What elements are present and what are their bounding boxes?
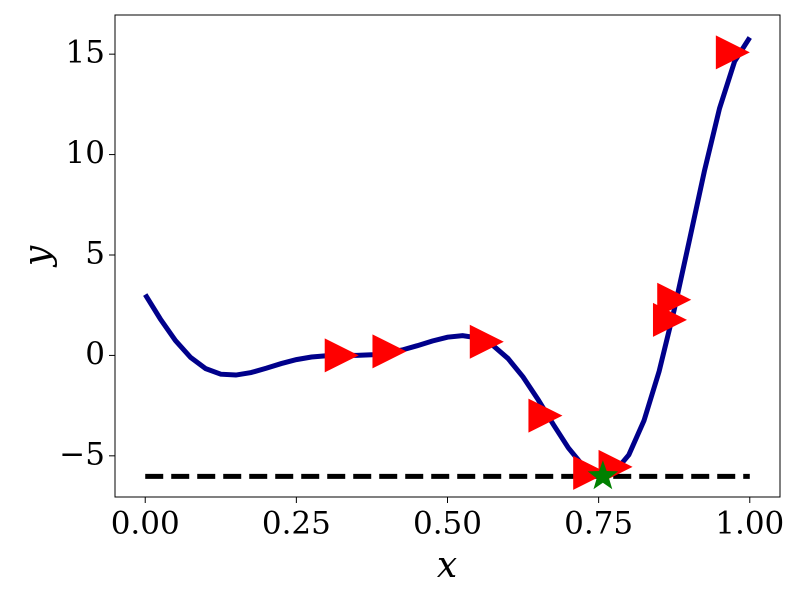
plot-frame [114,14,781,498]
x-tick-label: 1.00 [715,506,784,542]
y-axis-label: y [17,245,58,268]
curve [143,36,752,479]
best-point [587,460,619,490]
x-tick-label: 0.75 [564,506,633,542]
y-tick-label: 15 [66,35,105,71]
y-tick-label: 0 [85,336,105,372]
sample-point [324,338,359,373]
x-tick-label: 0.25 [262,506,331,542]
y-tick-label: 10 [66,135,105,171]
y-tick-label: 5 [85,235,105,271]
sample-point [372,334,407,369]
sample-point [715,35,750,70]
x-axis-label: x [437,545,457,586]
x-tick-label: 0.50 [413,506,482,542]
sample-point [469,324,504,359]
x-tick-label: 0.00 [111,506,180,542]
y-tick-label: −5 [59,436,105,472]
sample-point [528,398,563,433]
sample-point [657,282,692,317]
